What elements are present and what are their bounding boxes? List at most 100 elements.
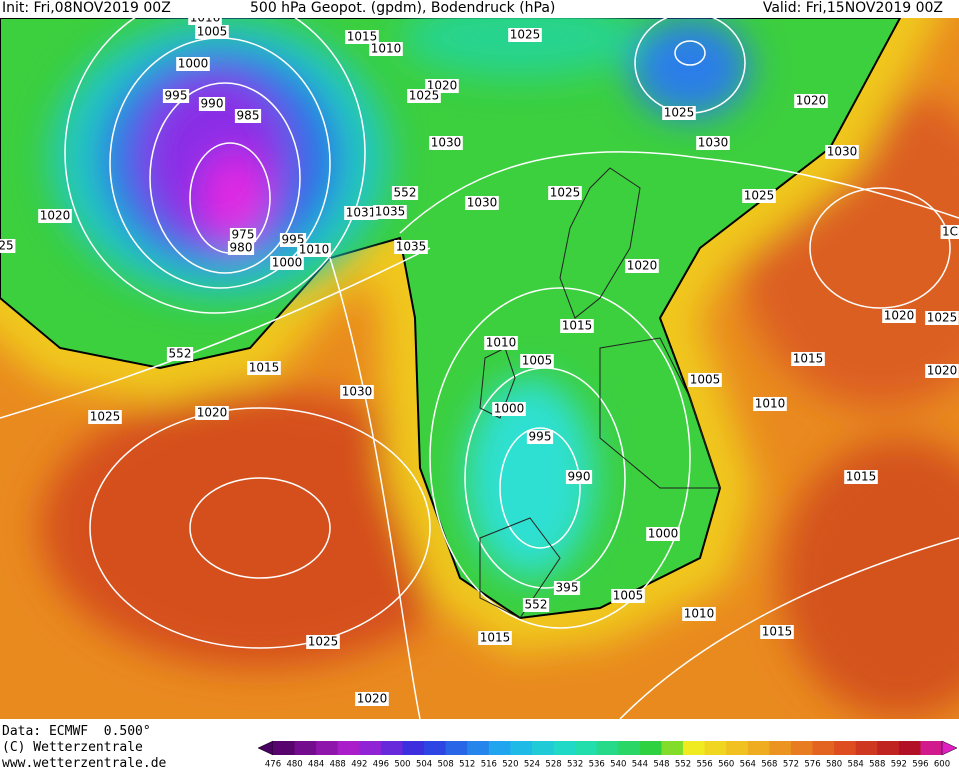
isobar-label-text: 1020 (197, 406, 228, 420)
isobar-label: 1010 (297, 243, 331, 257)
isobar-label-box (688, 373, 722, 387)
isobar-label: 1005 (520, 354, 554, 368)
isobar-label: 1030 (429, 136, 463, 150)
isobar-label-text: 1020 (796, 94, 827, 108)
colorbar-swatch (359, 741, 382, 755)
isobar-label: 1030 (340, 385, 374, 399)
isobar-label-box (478, 631, 512, 645)
isobar-label-box (753, 397, 787, 411)
isobar-label-box (696, 136, 730, 150)
colorbar-swatch (337, 741, 360, 755)
isobar-label: 1025 (742, 189, 776, 203)
isobar-label-text: 1010 (371, 42, 402, 56)
isobar-label-text: 552 (169, 347, 192, 361)
isobar-label-text: 1005 (613, 589, 644, 603)
init-time: Init: Fri,08NOV2019 00Z (2, 0, 171, 16)
colorbar-swatch (726, 741, 749, 755)
isobar-label-text: 995 (529, 430, 552, 444)
isobar-label: 1015 (844, 470, 878, 484)
isobar-label-text: 1020 (357, 692, 388, 706)
isobar-label: 1015 (345, 30, 379, 44)
isobar-label: 1015 (247, 361, 281, 375)
colorbar-label: 584 (848, 760, 864, 770)
isobar-label-text: 1030 (467, 196, 498, 210)
isobar-label-text: 1010 (755, 397, 786, 411)
isobar-label-text: 1015 (846, 470, 877, 484)
isobar-label: 25 (0, 239, 16, 253)
isobar-label: 990 (565, 470, 593, 484)
colorbar-label: 520 (502, 760, 518, 770)
isobar-label-box (176, 57, 210, 71)
colorbar-label: 512 (459, 760, 475, 770)
colorbar-label: 600 (934, 760, 950, 770)
isobar-label: 552 (522, 598, 550, 612)
isobar-label-text: 1015 (762, 625, 793, 639)
isobar-label: 1000 (492, 402, 526, 416)
colorbar-label: 480 (286, 760, 302, 770)
isobar-label: 995 (162, 89, 190, 103)
isobar-label-box (88, 410, 122, 424)
isobar-label-text: 1015 (347, 30, 378, 44)
isobar-label-box (373, 205, 407, 219)
isobar-label: 1005 (611, 589, 645, 603)
isobar-label-box (492, 402, 526, 416)
isobar-label-text: 995 (165, 89, 188, 103)
colorbar-label: 544 (632, 760, 648, 770)
isobar-label-box (662, 106, 696, 120)
isobar-label-text: 1035 (375, 205, 406, 219)
isobar-label-box (344, 206, 378, 220)
isobar-label-text: 1015 (793, 352, 824, 366)
colorbar-label: 556 (696, 760, 712, 770)
isobar-label: 1025 (306, 635, 340, 649)
colorbar-swatch (488, 741, 511, 755)
isobar-label-text: 1020 (927, 364, 958, 378)
isobar-label-box (227, 241, 255, 255)
colorbar-swatch (683, 741, 706, 755)
colorbar-label: 500 (394, 760, 410, 770)
colorbar-swatch (812, 741, 835, 755)
isobar-label: 1025 (925, 311, 959, 325)
isobar-label: 1010 (682, 607, 716, 621)
isobar-label: 985 (234, 109, 262, 123)
isobar-label-box (794, 94, 828, 108)
isobar-label-box (162, 89, 190, 103)
isobar-label-box (195, 25, 229, 39)
isobar-label-box (553, 581, 581, 595)
isobar-label: 975 (229, 228, 257, 242)
isobar-label-box (166, 347, 194, 361)
colorbar-swatch (790, 741, 814, 755)
isobar-label-text: 1030 (698, 136, 729, 150)
isobar-label-box (611, 589, 645, 603)
colorbar-label: 596 (912, 760, 928, 770)
isobar-label: 1005 (195, 25, 229, 39)
isobar-label-text: 25 (0, 239, 14, 253)
isobar-label-text: 1025 (550, 186, 581, 200)
map-title: 500 hPa Geopot. (gpdm), Bodendruck (hPa) (250, 0, 556, 16)
isobar-label: 1C (940, 225, 959, 239)
colorbar-swatch (424, 741, 447, 755)
isobar-label: 1016 (188, 18, 222, 25)
isobar-label-box (825, 145, 859, 159)
isobar-label: 1031 (344, 206, 378, 220)
colorbar-swatch (467, 741, 490, 755)
isobar-label: 1015 (478, 631, 512, 645)
isobar-label-box (520, 354, 554, 368)
isobar-label-text: 1000 (648, 527, 679, 541)
colorbar-swatch (575, 741, 598, 755)
colorbar-label: 516 (481, 760, 497, 770)
isobar-label-box (760, 625, 794, 639)
valid-time: Valid: Fri,15NOV2019 00Z (762, 0, 943, 16)
isobar-label-box (508, 28, 542, 42)
isobar-label-text: 1020 (40, 209, 71, 223)
isobar-label-box (270, 256, 304, 270)
colorbar-label: 508 (438, 760, 454, 770)
colorbar-label: 484 (308, 760, 324, 770)
weather-map: 1016100510151010102510001020102599599098… (0, 18, 959, 719)
isobar-label-text: 552 (525, 598, 548, 612)
isobar-label-box (682, 607, 716, 621)
colorbar-label: 552 (675, 760, 691, 770)
colorbar-swatch (380, 741, 403, 755)
isobar-label: 1030 (696, 136, 730, 150)
isobar-label-box (340, 385, 374, 399)
